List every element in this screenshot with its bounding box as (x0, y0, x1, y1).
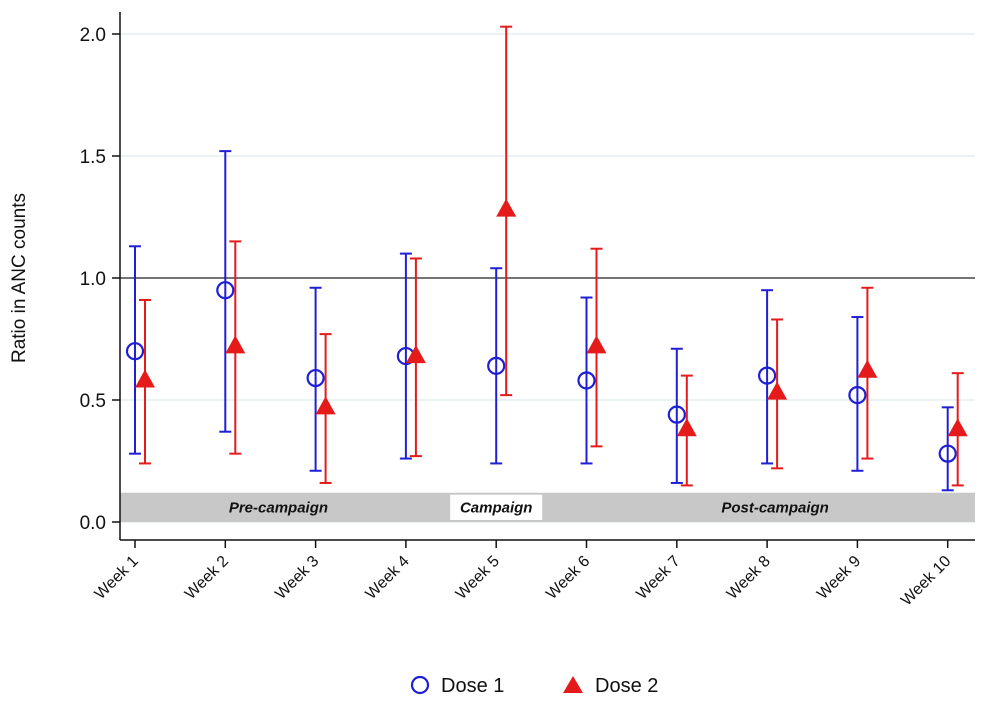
legend-dose-2-marker (563, 676, 583, 693)
point-dose-1-week-7 (667, 405, 686, 424)
point-dose-2-week-8 (767, 381, 788, 400)
point-dose-1-week-1 (125, 342, 145, 361)
legend-dose-2-label: Dose 2 (595, 675, 658, 697)
y-tick-label-2: 1.0 (80, 269, 106, 290)
point-dose-1-week-5 (487, 356, 506, 375)
data-marks (125, 25, 968, 492)
period-label-1: Campaign (460, 499, 533, 516)
legend-dose-1-label: Dose 1 (441, 675, 504, 697)
y-tick-label-3: 1.5 (80, 147, 106, 168)
point-dose-2-week-10 (947, 418, 968, 437)
point-dose-1-week-2 (216, 281, 235, 300)
y-tick-label-1: 0.5 (80, 391, 106, 412)
point-dose-1-week-8 (757, 366, 777, 385)
point-dose-1-week-3 (306, 368, 325, 388)
period-band-rect (120, 492, 975, 522)
point-dose-2-week-1 (135, 369, 155, 388)
period-highlight-1 (450, 494, 543, 520)
period-label-0: Pre-campaign (229, 499, 328, 516)
period-band: Pre-campaign Campaign Post-campaign (120, 492, 975, 522)
point-dose-2-week-3 (315, 396, 336, 415)
y-tick-label-0: 0.0 (80, 513, 106, 534)
period-label-2: Post-campaign (721, 499, 829, 516)
point-dose-2-week-7 (676, 418, 697, 437)
y-axis-label: Ratio in ANC counts (9, 193, 30, 363)
point-dose-2-week-4 (405, 345, 426, 364)
point-dose-1-week-6 (577, 371, 596, 390)
point-dose-2-week-5 (496, 198, 517, 217)
legend: Dose 1 Dose 2 (410, 675, 658, 697)
point-dose-1-week-10 (938, 444, 957, 463)
point-dose-2-week-9 (857, 359, 878, 378)
point-dose-2-week-6 (586, 335, 607, 354)
legend-dose-1-marker (410, 675, 430, 695)
point-dose-2-week-2 (225, 335, 246, 354)
point-dose-1-week-9 (848, 386, 867, 405)
y-tick-label-4: 2.0 (80, 25, 106, 46)
